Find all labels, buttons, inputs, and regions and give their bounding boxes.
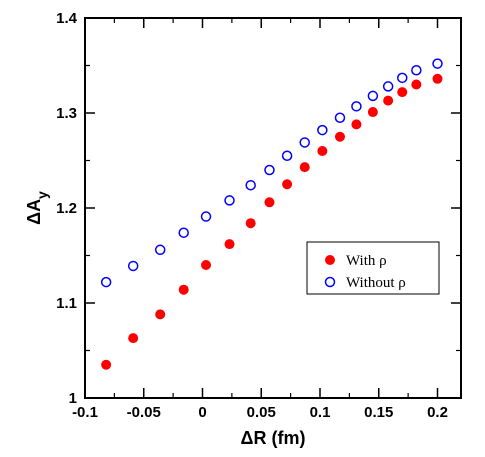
point-with-rho bbox=[411, 79, 422, 90]
y-tick-label: 1.1 bbox=[56, 295, 77, 312]
point-without-rho bbox=[299, 137, 310, 148]
y-tick-label: 1.3 bbox=[56, 105, 77, 122]
point-with-rho bbox=[299, 162, 310, 173]
point-without-rho bbox=[245, 179, 256, 191]
point-with-rho bbox=[282, 179, 293, 190]
point-without-rho bbox=[382, 81, 394, 92]
point-without-rho bbox=[224, 195, 235, 206]
legend-label-with-rho: With ρ bbox=[346, 253, 387, 269]
x-tick-label: -0.05 bbox=[127, 404, 161, 421]
x-tick-label: 0.1 bbox=[310, 404, 331, 421]
point-with-rho bbox=[178, 284, 189, 295]
data-markers bbox=[100, 58, 443, 370]
point-with-rho bbox=[383, 95, 394, 106]
x-axis-title: ΔR (fm) bbox=[241, 428, 306, 448]
x-tick-label: 0 bbox=[198, 404, 206, 421]
x-tick-label: 0.15 bbox=[364, 404, 393, 421]
point-with-rho bbox=[351, 119, 362, 130]
point-with-rho bbox=[317, 146, 328, 156]
point-with-rho bbox=[128, 333, 139, 344]
y-axis-title-main: ΔA bbox=[24, 199, 44, 225]
x-tick-label: 0.05 bbox=[247, 404, 276, 421]
point-with-rho bbox=[245, 218, 256, 229]
svg-text:ΔAy: ΔAy bbox=[24, 191, 50, 225]
y-tick-label: 1.4 bbox=[56, 10, 78, 27]
point-without-rho bbox=[200, 211, 212, 222]
point-without-rho bbox=[432, 58, 443, 69]
point-without-rho bbox=[397, 72, 408, 84]
point-without-rho bbox=[351, 101, 362, 112]
x-tick-label: 0.2 bbox=[427, 404, 448, 421]
point-with-rho bbox=[155, 309, 166, 320]
x-tick-label: -0.1 bbox=[72, 404, 98, 421]
point-without-rho bbox=[334, 112, 346, 123]
point-without-rho bbox=[317, 124, 328, 136]
point-without-rho bbox=[281, 150, 293, 161]
point-with-rho bbox=[367, 107, 378, 118]
legend-box bbox=[306, 241, 440, 295]
point-without-rho bbox=[264, 164, 275, 176]
legend-label-without-rho: Without ρ bbox=[346, 275, 406, 291]
point-without-rho bbox=[127, 260, 139, 272]
y-tick-label: 1.2 bbox=[56, 200, 77, 217]
point-without-rho bbox=[100, 276, 112, 288]
point-without-rho bbox=[411, 65, 422, 76]
point-with-rho bbox=[334, 131, 345, 142]
axis-ticks bbox=[84, 17, 461, 399]
legend-marker-without-rho bbox=[324, 276, 336, 288]
tick-labels: -0.1 -0.05 0 0.05 0.1 0.15 0.2 1 1.1 1.2 1.3 1.4 bbox=[56, 10, 448, 421]
y-axis-title: ΔAy bbox=[24, 191, 50, 225]
point-with-rho bbox=[224, 239, 235, 250]
point-without-rho bbox=[178, 227, 189, 238]
point-with-rho bbox=[432, 73, 443, 84]
plot-frame bbox=[84, 17, 462, 399]
y-tick-label: 1 bbox=[69, 390, 77, 407]
point-with-rho bbox=[201, 260, 212, 270]
point-without-rho bbox=[367, 90, 379, 102]
y-axis-title-subscript: y bbox=[34, 191, 50, 199]
point-with-rho bbox=[264, 197, 275, 208]
point-with-rho bbox=[397, 87, 408, 98]
legend: With ρ Without ρ bbox=[306, 241, 440, 295]
legend-marker-with-rho bbox=[325, 255, 335, 265]
point-with-rho bbox=[101, 359, 112, 370]
point-without-rho bbox=[154, 244, 166, 256]
